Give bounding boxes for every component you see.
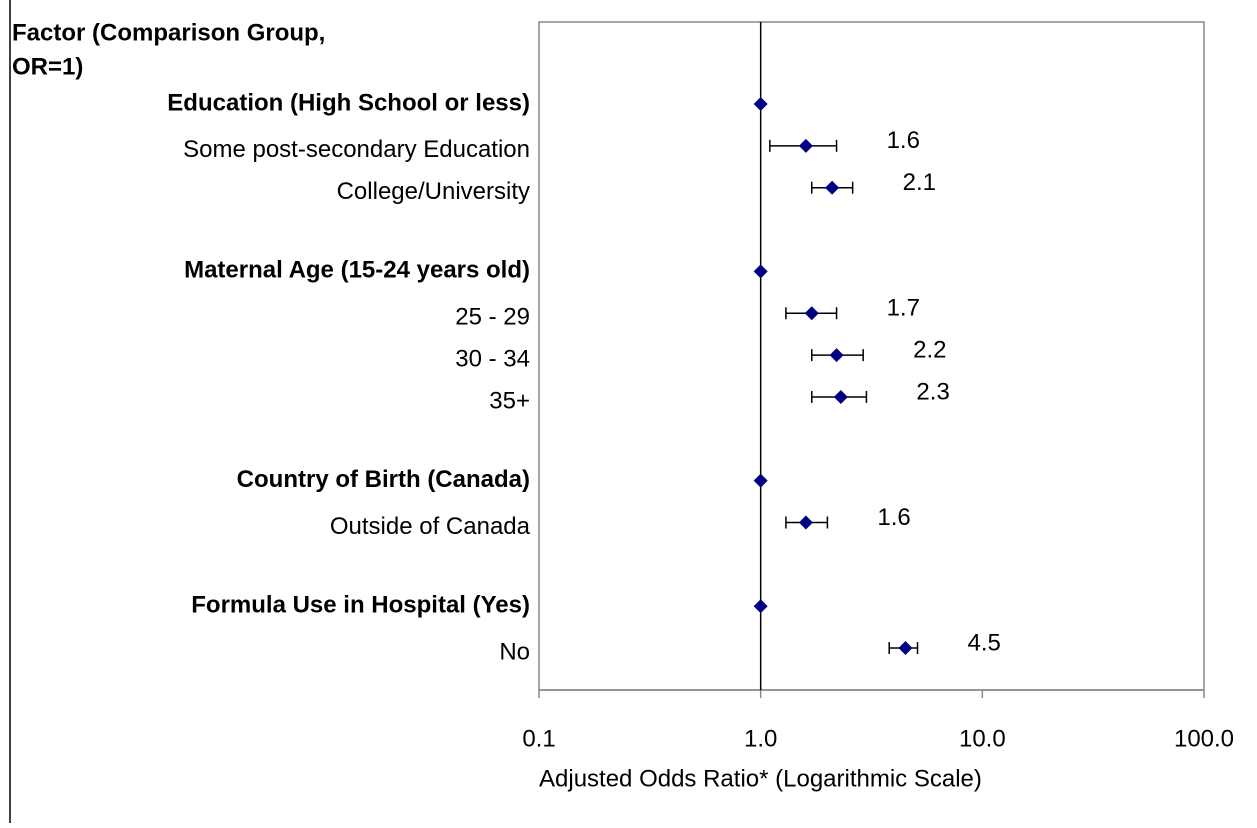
x-tick-label: 100.0 <box>1174 725 1234 752</box>
group-header: Country of Birth (Canada) <box>237 466 530 493</box>
group-header: Education (High School or less) <box>167 89 530 116</box>
row-label: Some post-secondary Education <box>183 136 530 163</box>
point <box>753 97 768 111</box>
chart-title: OR=1) <box>12 53 83 80</box>
data-label: 2.3 <box>916 378 949 405</box>
row-label: No <box>499 638 530 665</box>
row-label: College/University <box>337 178 530 205</box>
point <box>798 138 813 153</box>
row-label: 25 - 29 <box>455 304 530 331</box>
data-label: 2.2 <box>913 336 946 363</box>
point <box>804 306 819 321</box>
point <box>798 515 813 530</box>
point <box>898 641 913 656</box>
group-header: Formula Use in Hospital (Yes) <box>191 592 530 619</box>
point <box>753 599 768 614</box>
row-label: 30 - 34 <box>455 345 530 372</box>
data-label: 1.7 <box>887 295 920 322</box>
row-label: 35+ <box>489 387 530 414</box>
point <box>833 389 848 404</box>
point <box>829 348 844 363</box>
x-tick-label: 1.0 <box>744 725 777 752</box>
data-label: 1.6 <box>877 504 910 531</box>
point <box>753 473 768 488</box>
data-label: 2.1 <box>903 169 936 196</box>
point <box>825 180 840 195</box>
data-label: 1.6 <box>887 127 920 154</box>
plot-frame <box>538 21 1205 691</box>
x-tick-label: 0.1 <box>522 725 555 752</box>
group-header: Maternal Age (15-24 years old) <box>184 257 530 284</box>
point <box>753 264 768 279</box>
row-label: Outside of Canada <box>330 513 531 540</box>
chart-title: Factor (Comparison Group, <box>12 19 325 46</box>
x-axis-label: Adjusted Odds Ratio* (Logarithmic Scale) <box>539 765 982 792</box>
x-tick-label: 10.0 <box>959 725 1006 752</box>
data-label: 4.5 <box>968 629 1001 656</box>
